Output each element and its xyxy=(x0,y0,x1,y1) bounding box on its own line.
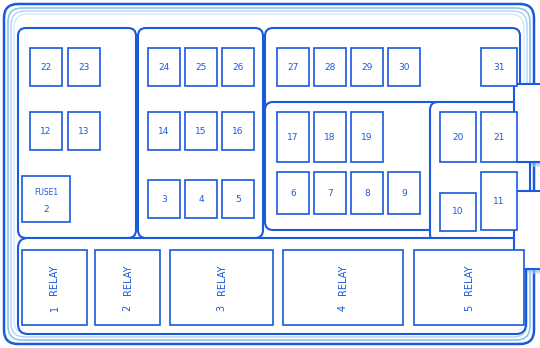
Bar xyxy=(222,112,254,150)
Text: 3: 3 xyxy=(161,195,167,204)
Bar xyxy=(185,48,217,86)
Text: 7: 7 xyxy=(327,189,333,198)
FancyBboxPatch shape xyxy=(18,28,136,238)
Text: RELAY: RELAY xyxy=(123,264,132,295)
Bar xyxy=(148,112,180,150)
Text: 1: 1 xyxy=(50,304,59,310)
Text: 4: 4 xyxy=(198,195,204,204)
Text: 10: 10 xyxy=(453,207,464,216)
Text: 31: 31 xyxy=(493,63,505,71)
Bar xyxy=(314,112,346,162)
Bar xyxy=(481,112,517,162)
Text: 20: 20 xyxy=(453,133,464,142)
Text: 29: 29 xyxy=(361,63,373,71)
Text: 19: 19 xyxy=(361,133,373,142)
Text: 2: 2 xyxy=(43,205,49,214)
Text: 17: 17 xyxy=(287,133,299,142)
Text: RELAY: RELAY xyxy=(217,264,226,295)
Bar xyxy=(283,250,403,325)
Text: 8: 8 xyxy=(364,189,370,198)
Bar xyxy=(185,180,217,218)
Text: 15: 15 xyxy=(195,127,207,135)
Text: 4: 4 xyxy=(338,304,348,310)
Text: 16: 16 xyxy=(232,127,244,135)
Bar xyxy=(277,172,309,214)
Text: 18: 18 xyxy=(324,133,336,142)
Bar xyxy=(314,172,346,214)
Text: 23: 23 xyxy=(78,63,90,71)
Text: 30: 30 xyxy=(399,63,410,71)
Text: 22: 22 xyxy=(40,63,52,71)
Bar xyxy=(222,48,254,86)
Bar xyxy=(388,48,420,86)
Text: 26: 26 xyxy=(232,63,244,71)
Text: 5: 5 xyxy=(464,304,474,311)
Bar xyxy=(148,180,180,218)
Bar xyxy=(22,176,70,222)
Bar xyxy=(314,48,346,86)
Text: 25: 25 xyxy=(195,63,207,71)
Bar xyxy=(414,250,524,325)
Bar xyxy=(481,48,517,86)
Bar xyxy=(170,250,273,325)
FancyBboxPatch shape xyxy=(11,11,527,337)
FancyBboxPatch shape xyxy=(4,4,534,344)
Text: 5: 5 xyxy=(235,195,241,204)
Bar xyxy=(185,112,217,150)
Text: 11: 11 xyxy=(493,197,505,206)
Bar xyxy=(481,172,517,230)
Text: 24: 24 xyxy=(158,63,170,71)
Text: 14: 14 xyxy=(158,127,170,135)
Bar xyxy=(22,250,87,325)
Bar xyxy=(440,112,476,162)
FancyBboxPatch shape xyxy=(138,28,263,238)
Text: RELAY: RELAY xyxy=(464,264,474,295)
Bar xyxy=(30,48,62,86)
Bar xyxy=(351,48,383,86)
Bar xyxy=(351,172,383,214)
FancyBboxPatch shape xyxy=(514,191,540,269)
Text: 6: 6 xyxy=(290,189,296,198)
Bar xyxy=(440,193,476,231)
FancyBboxPatch shape xyxy=(430,102,530,242)
Bar xyxy=(222,180,254,218)
Bar xyxy=(95,250,160,325)
FancyBboxPatch shape xyxy=(265,28,520,133)
Bar xyxy=(388,172,420,214)
Text: 2: 2 xyxy=(123,304,132,311)
FancyBboxPatch shape xyxy=(8,8,530,340)
Text: 9: 9 xyxy=(401,189,407,198)
FancyBboxPatch shape xyxy=(265,102,463,230)
Bar xyxy=(277,112,309,162)
Text: 12: 12 xyxy=(40,127,52,135)
Bar xyxy=(148,48,180,86)
Text: RELAY: RELAY xyxy=(338,264,348,295)
FancyBboxPatch shape xyxy=(14,14,524,334)
Bar xyxy=(68,112,100,150)
Text: 21: 21 xyxy=(494,133,505,142)
Bar xyxy=(351,112,383,162)
Text: 27: 27 xyxy=(287,63,299,71)
FancyBboxPatch shape xyxy=(514,84,540,162)
FancyBboxPatch shape xyxy=(18,238,526,334)
Text: 28: 28 xyxy=(325,63,336,71)
Text: 3: 3 xyxy=(217,304,226,310)
Bar xyxy=(277,48,309,86)
Bar xyxy=(68,48,100,86)
Text: 13: 13 xyxy=(78,127,90,135)
Bar xyxy=(30,112,62,150)
Text: FUSE1: FUSE1 xyxy=(34,188,58,197)
Text: RELAY: RELAY xyxy=(50,264,59,295)
